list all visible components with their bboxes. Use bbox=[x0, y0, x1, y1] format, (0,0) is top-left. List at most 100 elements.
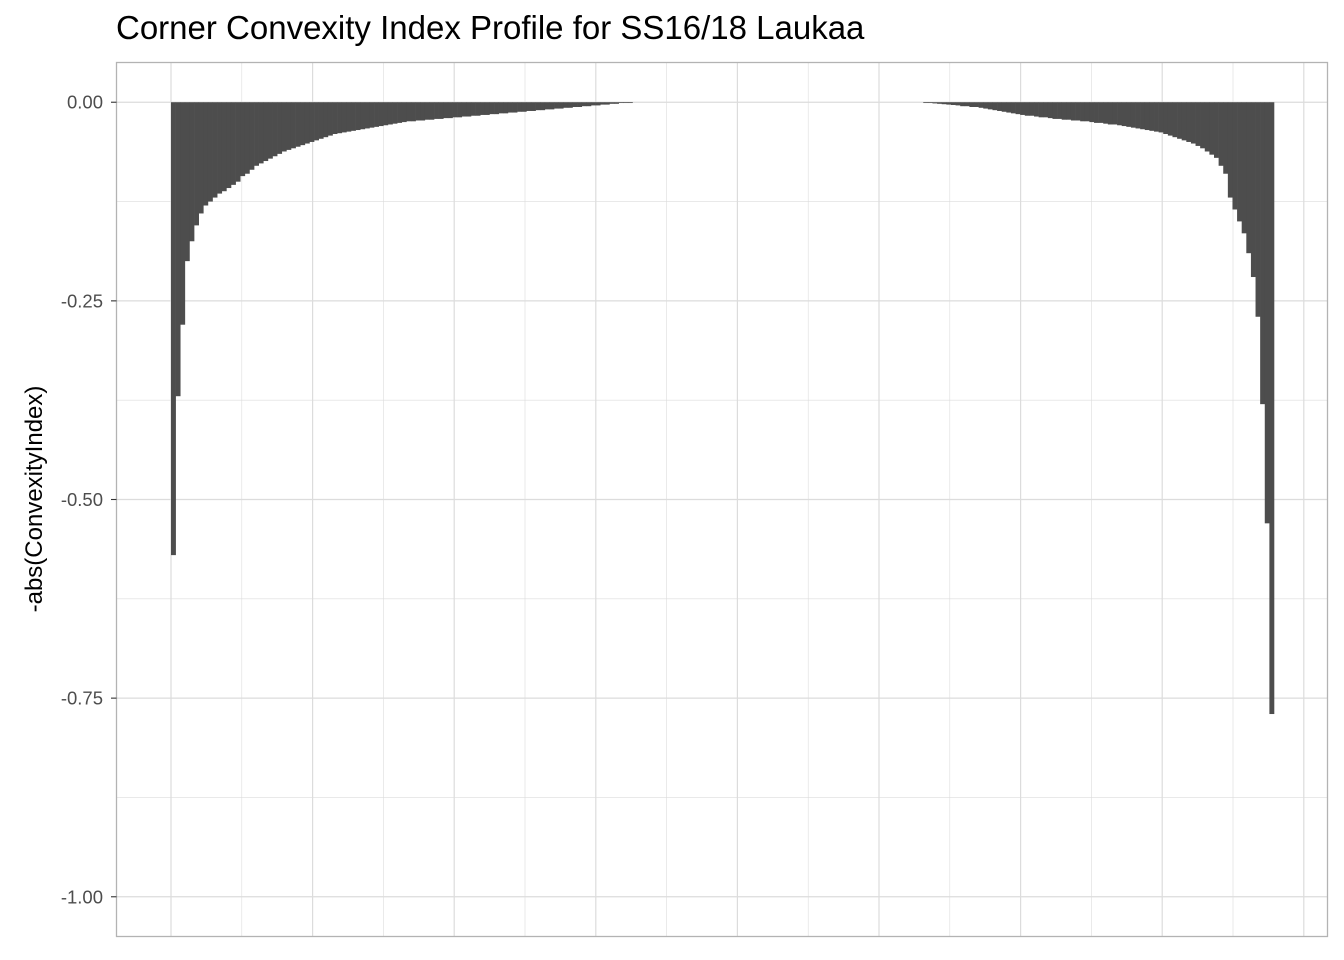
bar bbox=[1089, 102, 1095, 123]
bar bbox=[300, 102, 306, 146]
bar bbox=[1214, 102, 1219, 158]
bar bbox=[327, 102, 333, 136]
bar bbox=[1034, 102, 1039, 117]
bar bbox=[937, 102, 943, 104]
bar bbox=[987, 102, 993, 110]
bar bbox=[544, 102, 550, 110]
bar bbox=[230, 102, 236, 185]
chart-title: Corner Convexity Index Profile for SS16/… bbox=[116, 9, 865, 46]
bar bbox=[207, 102, 213, 202]
bar bbox=[567, 102, 573, 108]
bar bbox=[267, 102, 273, 159]
bar bbox=[355, 102, 361, 131]
bar bbox=[517, 102, 523, 112]
grid-lines bbox=[116, 62, 1328, 937]
bar bbox=[526, 102, 532, 111]
bar bbox=[397, 102, 403, 123]
y-tick-label: -0.25 bbox=[61, 290, 103, 311]
bar bbox=[1047, 102, 1053, 119]
bar bbox=[604, 102, 610, 105]
bar bbox=[992, 102, 998, 111]
bar bbox=[443, 102, 449, 119]
bar bbox=[314, 102, 319, 141]
bar bbox=[383, 102, 389, 126]
bar bbox=[1066, 102, 1072, 120]
bar bbox=[258, 102, 264, 164]
bar bbox=[503, 102, 509, 114]
bar bbox=[609, 102, 615, 104]
bar bbox=[955, 102, 961, 106]
bar bbox=[1135, 102, 1141, 129]
bar bbox=[1186, 102, 1192, 142]
bar bbox=[623, 102, 629, 104]
bar bbox=[221, 102, 227, 192]
bar bbox=[249, 102, 255, 170]
bar bbox=[586, 102, 592, 107]
bar bbox=[1190, 102, 1196, 144]
y-tick-label: 0.00 bbox=[67, 92, 103, 113]
bar bbox=[180, 102, 186, 325]
bar bbox=[323, 102, 329, 138]
bar bbox=[1144, 102, 1150, 131]
bar bbox=[461, 102, 467, 117]
bar bbox=[378, 102, 384, 127]
bar bbox=[1080, 102, 1086, 122]
bar bbox=[332, 102, 338, 135]
bar bbox=[406, 102, 412, 122]
bar bbox=[212, 102, 218, 198]
bar bbox=[1020, 102, 1026, 115]
bar bbox=[346, 102, 352, 132]
bar bbox=[235, 102, 241, 182]
y-axis: 0.00 -0.25 -0.50 -0.75 -1.00 bbox=[61, 92, 117, 907]
bar bbox=[1167, 102, 1173, 136]
bar bbox=[415, 102, 421, 121]
bar bbox=[1269, 102, 1275, 715]
bar bbox=[1218, 102, 1224, 166]
bar bbox=[549, 102, 555, 110]
bar bbox=[374, 102, 379, 127]
bar bbox=[337, 102, 343, 134]
bar bbox=[614, 102, 619, 104]
bar bbox=[1149, 102, 1155, 131]
bar bbox=[577, 102, 583, 107]
bar bbox=[489, 102, 495, 115]
bar bbox=[558, 102, 564, 109]
bar bbox=[1001, 102, 1007, 112]
bar bbox=[535, 102, 541, 111]
bar bbox=[272, 102, 278, 157]
bar bbox=[281, 102, 287, 152]
bar bbox=[941, 102, 947, 105]
bar bbox=[1246, 102, 1252, 254]
bar bbox=[420, 102, 426, 121]
bar bbox=[1006, 102, 1012, 113]
bar bbox=[484, 102, 490, 115]
bar bbox=[341, 102, 347, 133]
bar bbox=[240, 102, 246, 177]
bar bbox=[572, 102, 578, 107]
bar bbox=[960, 102, 966, 107]
bar bbox=[950, 102, 956, 106]
bar bbox=[946, 102, 952, 105]
bar bbox=[452, 102, 458, 118]
bar bbox=[466, 102, 472, 117]
bar bbox=[244, 102, 250, 174]
bar bbox=[521, 102, 527, 112]
bar bbox=[360, 102, 366, 130]
bar bbox=[1177, 102, 1182, 139]
bar bbox=[369, 102, 375, 128]
bar bbox=[434, 102, 439, 119]
bar bbox=[1029, 102, 1035, 116]
bar bbox=[189, 102, 195, 242]
bar bbox=[1015, 102, 1021, 115]
bar bbox=[364, 102, 370, 129]
bar bbox=[424, 102, 430, 120]
bar bbox=[969, 102, 975, 107]
bar bbox=[277, 102, 283, 154]
bar bbox=[581, 102, 587, 107]
bar bbox=[1103, 102, 1109, 124]
bar bbox=[194, 102, 199, 226]
bar bbox=[226, 102, 232, 189]
bar bbox=[475, 102, 481, 116]
bar bbox=[1084, 102, 1090, 122]
bar bbox=[498, 102, 504, 114]
